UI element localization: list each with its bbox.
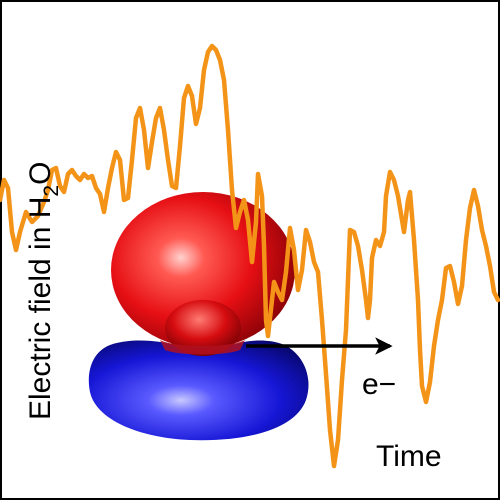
y-axis-label-end: O	[24, 162, 57, 185]
orbital-lobe-bottom	[88, 340, 309, 441]
orbital-lobe-small	[165, 300, 241, 356]
electric-field-trace	[0, 43, 500, 469]
orbital-neck	[160, 340, 245, 355]
y-axis-label-subscript: 2	[40, 185, 63, 197]
x-axis-label: Time	[376, 440, 442, 473]
y-axis-label: Electric field in H2O	[24, 162, 63, 420]
y-axis-label-main: Electric field in H	[24, 197, 57, 420]
electron-label: e−	[362, 368, 396, 401]
